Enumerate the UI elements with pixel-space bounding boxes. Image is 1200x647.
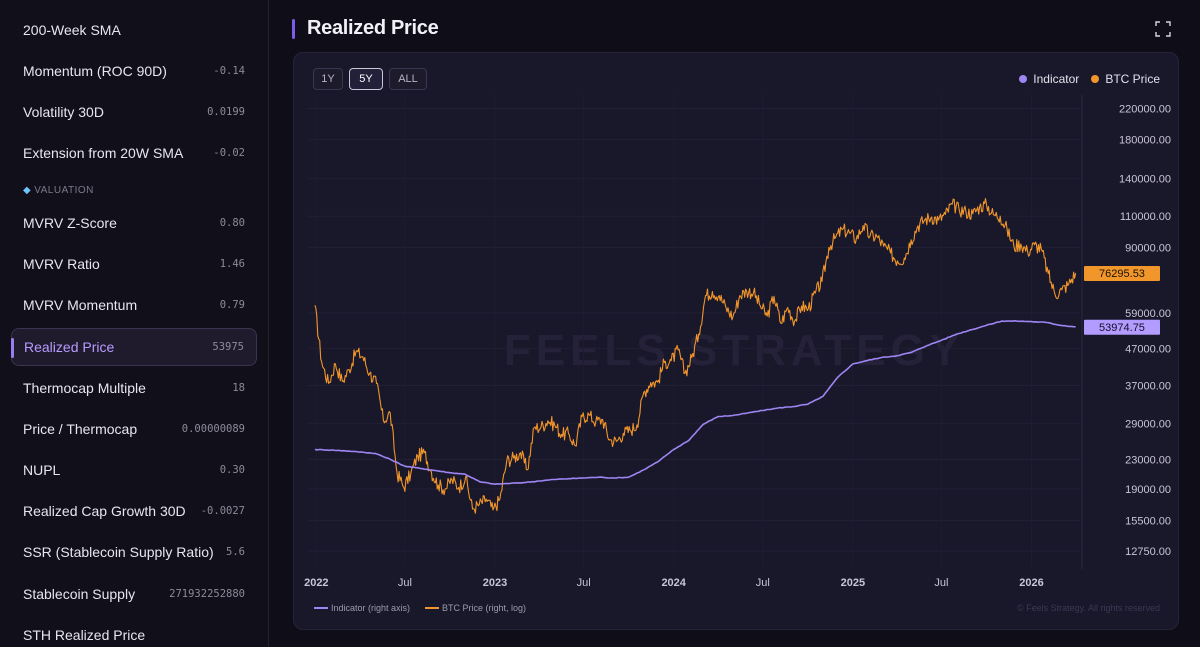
sidebar-item-label: Realized Price <box>24 339 115 355</box>
y-tick-label: 140000.00 <box>1119 174 1171 186</box>
sidebar-item-label: 200-Week SMA <box>23 22 121 38</box>
copyright-text: © Feels Strategy. All rights reserved <box>1017 603 1160 613</box>
x-tick-label: Jul <box>934 577 948 589</box>
sidebar-item-volatility-30d[interactable]: Volatility 30D 0.0199 <box>11 93 257 131</box>
sidebar-item-value: 0.0199 <box>207 106 245 118</box>
range-button-1y[interactable]: 1Y <box>313 68 343 90</box>
sidebar-section-valuation: ◆ VALUATION <box>23 185 94 196</box>
sidebar-item-value: 271932252880 <box>169 588 245 600</box>
sidebar-item-label: Price / Thermocap <box>23 421 138 437</box>
sidebar-item-value: -0.02 <box>213 147 245 159</box>
x-axis: 2022 Jul 2023 Jul 2024 Jul 2025 Jul 2026 <box>304 95 1044 589</box>
x-tick-label: Jul <box>756 577 770 589</box>
sidebar-item-value: 0.30 <box>219 464 245 476</box>
indicator-last-value-label-bg <box>1084 319 1160 335</box>
x-tick-label: 2025 <box>841 577 865 589</box>
sidebar-item-value: -0.14 <box>213 65 245 77</box>
chart-svg: FEELS STRATEGY 220000.00 180000.00 140000.… <box>304 95 1171 613</box>
y-tick-label: 23000.00 <box>1125 454 1171 466</box>
sidebar-item-label: SSR (Stablecoin Supply Ratio) <box>23 544 214 560</box>
sidebar-item-nupl[interactable]: NUPL 0.30 <box>11 451 257 489</box>
sidebar-item-value: 53975 <box>212 341 244 353</box>
sidebar-item-label: Volatility 30D <box>23 104 104 120</box>
sidebar-item-label: STH Realized Price <box>23 627 146 643</box>
sidebar-item-200-week-sma[interactable]: 200-Week SMA <box>11 11 257 49</box>
legend-item-btc-price[interactable]: BTC Price <box>1091 72 1160 86</box>
sidebar-item-label: MVRV Z-Score <box>23 215 117 231</box>
sidebar-item-label: Thermocap Multiple <box>23 380 146 396</box>
legend-dot-btc <box>1091 75 1100 83</box>
bottom-legend-indicator: Indicator (right axis) <box>331 603 410 613</box>
watermark: FEELS STRATEGY <box>504 326 964 375</box>
bottom-legend-btc: BTC Price (right, log) <box>442 603 526 613</box>
y-tick-label: 29000.00 <box>1125 418 1171 430</box>
gem-icon: ◆ <box>23 185 32 196</box>
btc-last-value-label: 76295.53 <box>1099 268 1145 280</box>
y-tick-label: 19000.00 <box>1125 484 1171 496</box>
sidebar-item-label: Realized Cap Growth 30D <box>23 503 186 519</box>
sidebar-item-label: NUPL <box>23 462 61 478</box>
title-accent-bar <box>292 19 295 39</box>
x-tick-label: 2022 <box>304 577 328 589</box>
y-tick-label: 12750.00 <box>1125 546 1171 558</box>
series-indicator-line <box>314 320 1076 485</box>
sidebar-item-label: Momentum (ROC 90D) <box>23 63 167 79</box>
sidebar-item-value: 0.00000089 <box>181 423 245 435</box>
sidebar-section-label: VALUATION <box>34 185 94 196</box>
y-tick-label: 90000.00 <box>1125 242 1171 254</box>
chart-panel: FEELS STRATEGY 220000.00 180000.00 140000.… <box>293 52 1179 630</box>
y-tick-label: 37000.00 <box>1125 380 1171 392</box>
y-tick-label: 110000.00 <box>1120 211 1171 223</box>
sidebar-item-sth-realized-price[interactable]: STH Realized Price <box>11 616 257 647</box>
sidebar-item-realized-price[interactable]: Realized Price 53975 <box>11 328 257 366</box>
legend-label-btc: BTC Price <box>1105 72 1160 86</box>
range-button-5y[interactable]: 5Y <box>349 68 383 90</box>
sidebar: 200-Week SMA Momentum (ROC 90D) -0.14 Vo… <box>0 0 269 647</box>
page-title: Realized Price <box>307 17 439 39</box>
expand-icon[interactable] <box>1155 21 1171 37</box>
y-tick-label: 180000.00 <box>1119 135 1171 147</box>
last-value-labels: 76295.53 53974.75 <box>1084 266 1160 335</box>
y-tick-label: 220000.00 <box>1119 104 1171 116</box>
sidebar-item-mvrv-momentum[interactable]: MVRV Momentum 0.79 <box>11 286 257 324</box>
indicator-last-value-label: 53974.75 <box>1099 322 1145 334</box>
main-content: Realized Price FEELS STRATEGY 220000.00 1… <box>269 0 1200 647</box>
sidebar-item-label: Stablecoin Supply <box>23 586 136 602</box>
sidebar-item-price-thermocap[interactable]: Price / Thermocap 0.00000089 <box>11 410 257 448</box>
btc-last-value-label-bg <box>1084 266 1160 282</box>
sidebar-item-mvrv-ratio[interactable]: MVRV Ratio 1.46 <box>11 245 257 283</box>
sidebar-item-extension-20w-sma[interactable]: Extension from 20W SMA -0.02 <box>11 134 257 172</box>
sidebar-item-value: 18 <box>232 382 245 394</box>
x-tick-label: 2024 <box>661 577 686 589</box>
x-tick-label: Jul <box>577 577 591 589</box>
x-tick-label: 2026 <box>1019 577 1043 589</box>
legend-dot-indicator <box>1019 75 1028 83</box>
sidebar-item-realized-cap-growth[interactable]: Realized Cap Growth 30D -0.0027 <box>11 492 257 530</box>
x-tick-label: Jul <box>398 577 412 589</box>
sidebar-item-value: 1.46 <box>219 258 245 270</box>
series-btc-price-line <box>314 198 1077 514</box>
chart-legend: Indicator BTC Price <box>1019 72 1160 86</box>
x-tick-label: 2023 <box>483 577 507 589</box>
y-tick-label: 59000.00 <box>1125 308 1171 320</box>
sidebar-item-thermocap-multiple[interactable]: Thermocap Multiple 18 <box>11 369 257 407</box>
y-tick-label: 47000.00 <box>1125 343 1171 355</box>
sidebar-item-label: MVRV Momentum <box>23 297 138 313</box>
sidebar-item-value: 0.79 <box>219 299 245 311</box>
sidebar-item-mvrv-z-score[interactable]: MVRV Z-Score 0.80 <box>11 204 257 242</box>
y-tick-label: 15500.00 <box>1125 516 1171 528</box>
sidebar-item-ssr[interactable]: SSR (Stablecoin Supply Ratio) 5.6 <box>11 533 257 571</box>
sidebar-item-value: 0.80 <box>219 217 245 229</box>
sidebar-item-stablecoin-supply[interactable]: Stablecoin Supply 271932252880 <box>11 575 257 613</box>
sidebar-item-label: MVRV Ratio <box>23 256 100 272</box>
sidebar-item-label: Extension from 20W SMA <box>23 145 184 161</box>
range-button-all[interactable]: ALL <box>389 68 427 90</box>
sidebar-item-value: 5.6 <box>226 546 245 558</box>
sidebar-item-value: -0.0027 <box>200 505 245 517</box>
series-layer <box>314 198 1077 514</box>
legend-item-indicator[interactable]: Indicator <box>1019 72 1079 86</box>
legend-label-indicator: Indicator <box>1033 72 1080 86</box>
sidebar-item-momentum-roc-90d[interactable]: Momentum (ROC 90D) -0.14 <box>11 52 257 90</box>
